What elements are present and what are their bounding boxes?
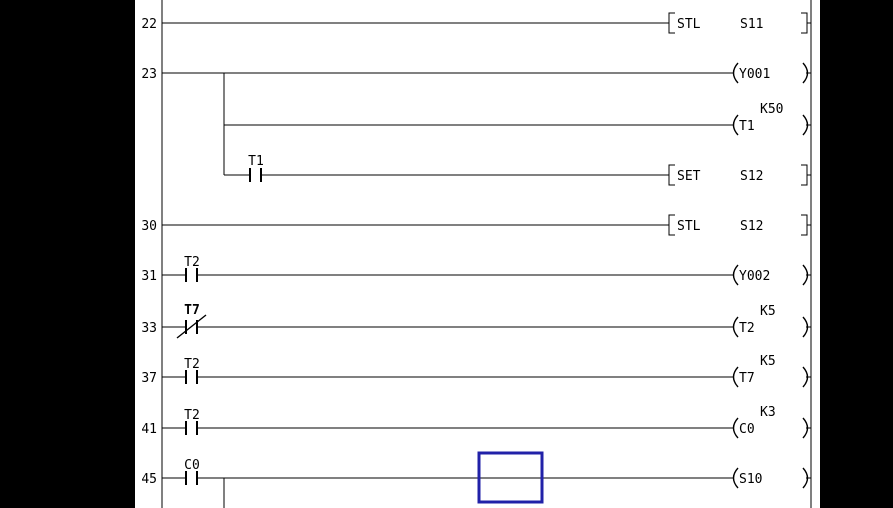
instruction-set[interactable]: SET S12	[668, 164, 811, 186]
instruction-operand: S11	[740, 17, 763, 32]
contact-label: T7	[184, 303, 200, 318]
coil-open-paren	[732, 114, 739, 136]
rung: 30 STL S12	[141, 214, 811, 236]
coil-device: Y001	[739, 67, 770, 82]
coil-timer[interactable]: K5 T2	[732, 304, 812, 338]
coil-constant: K5	[760, 304, 776, 319]
contact-no[interactable]: T1	[248, 154, 264, 182]
instruction-stl[interactable]: STL S12	[668, 214, 811, 236]
coil-open-paren	[732, 366, 739, 388]
contact-no[interactable]: T2	[184, 357, 200, 384]
coil-output[interactable]: Y001	[732, 62, 812, 84]
rung: K50 T1	[224, 102, 812, 136]
instruction-name: SET	[677, 169, 701, 184]
edit-cursor[interactable]	[477, 451, 544, 504]
coil-state[interactable]: S10	[732, 467, 812, 489]
instruction-name: STL	[677, 17, 701, 32]
coil-open-paren	[732, 264, 739, 286]
coil-constant: K50	[760, 102, 783, 117]
rung: 22 STL S11	[141, 12, 811, 34]
coil-open-paren	[732, 417, 739, 439]
coil-device: S10	[739, 472, 762, 487]
coil-timer[interactable]: K5 T7	[732, 354, 812, 388]
instruction-stl[interactable]: STL S11	[668, 12, 811, 34]
instruction-operand: S12	[740, 219, 763, 234]
coil-output[interactable]: Y002	[732, 264, 812, 286]
coil-device: T1	[739, 119, 755, 134]
rung: 45 C0 S10	[141, 458, 811, 508]
left-bracket	[668, 164, 675, 186]
step-number: 37	[141, 371, 157, 386]
step-number: 30	[141, 219, 157, 234]
rung: 31 T2 Y002	[141, 255, 812, 286]
coil-device: Y002	[739, 269, 770, 284]
coil-open-paren	[732, 316, 739, 338]
contact-label: T2	[184, 357, 200, 372]
contact-label: C0	[184, 458, 200, 473]
coil-open-paren	[732, 62, 739, 84]
coil-open-paren	[732, 467, 739, 489]
rung: 23 Y001	[141, 62, 812, 175]
contact-label: T1	[248, 154, 264, 169]
instruction-operand: S12	[740, 169, 763, 184]
contact-no[interactable]: T2	[184, 408, 200, 435]
step-number: 41	[141, 422, 157, 437]
coil-device: T2	[739, 321, 755, 336]
rung: 33 T7 K5 T2	[141, 303, 812, 339]
contact-no[interactable]: C0	[184, 458, 200, 485]
ladder-canvas[interactable]	[135, 0, 820, 508]
coil-device: T7	[739, 371, 755, 386]
step-number: 31	[141, 269, 157, 284]
rung: T1 SET S12	[224, 154, 811, 186]
contact-label: T2	[184, 408, 200, 423]
step-number: 45	[141, 472, 157, 487]
coil-constant: K3	[760, 405, 776, 420]
coil-timer[interactable]: K50 T1	[732, 102, 812, 136]
coil-device: C0	[739, 422, 755, 437]
coil-constant: K5	[760, 354, 776, 369]
instruction-name: STL	[677, 219, 701, 234]
contact-nc-slash	[176, 314, 207, 339]
contact-no[interactable]: T2	[184, 255, 200, 282]
coil-counter[interactable]: K3 C0	[732, 405, 812, 439]
step-number: 22	[141, 17, 157, 32]
contact-nc[interactable]: T7	[176, 303, 207, 339]
rung: 37 T2 K5 T7	[141, 354, 812, 388]
step-number: 33	[141, 321, 157, 336]
step-number: 23	[141, 67, 157, 82]
left-bracket	[668, 214, 675, 236]
contact-label: T2	[184, 255, 200, 270]
rung: 41 T2 K3 C0	[141, 405, 812, 439]
left-bracket	[668, 12, 675, 34]
